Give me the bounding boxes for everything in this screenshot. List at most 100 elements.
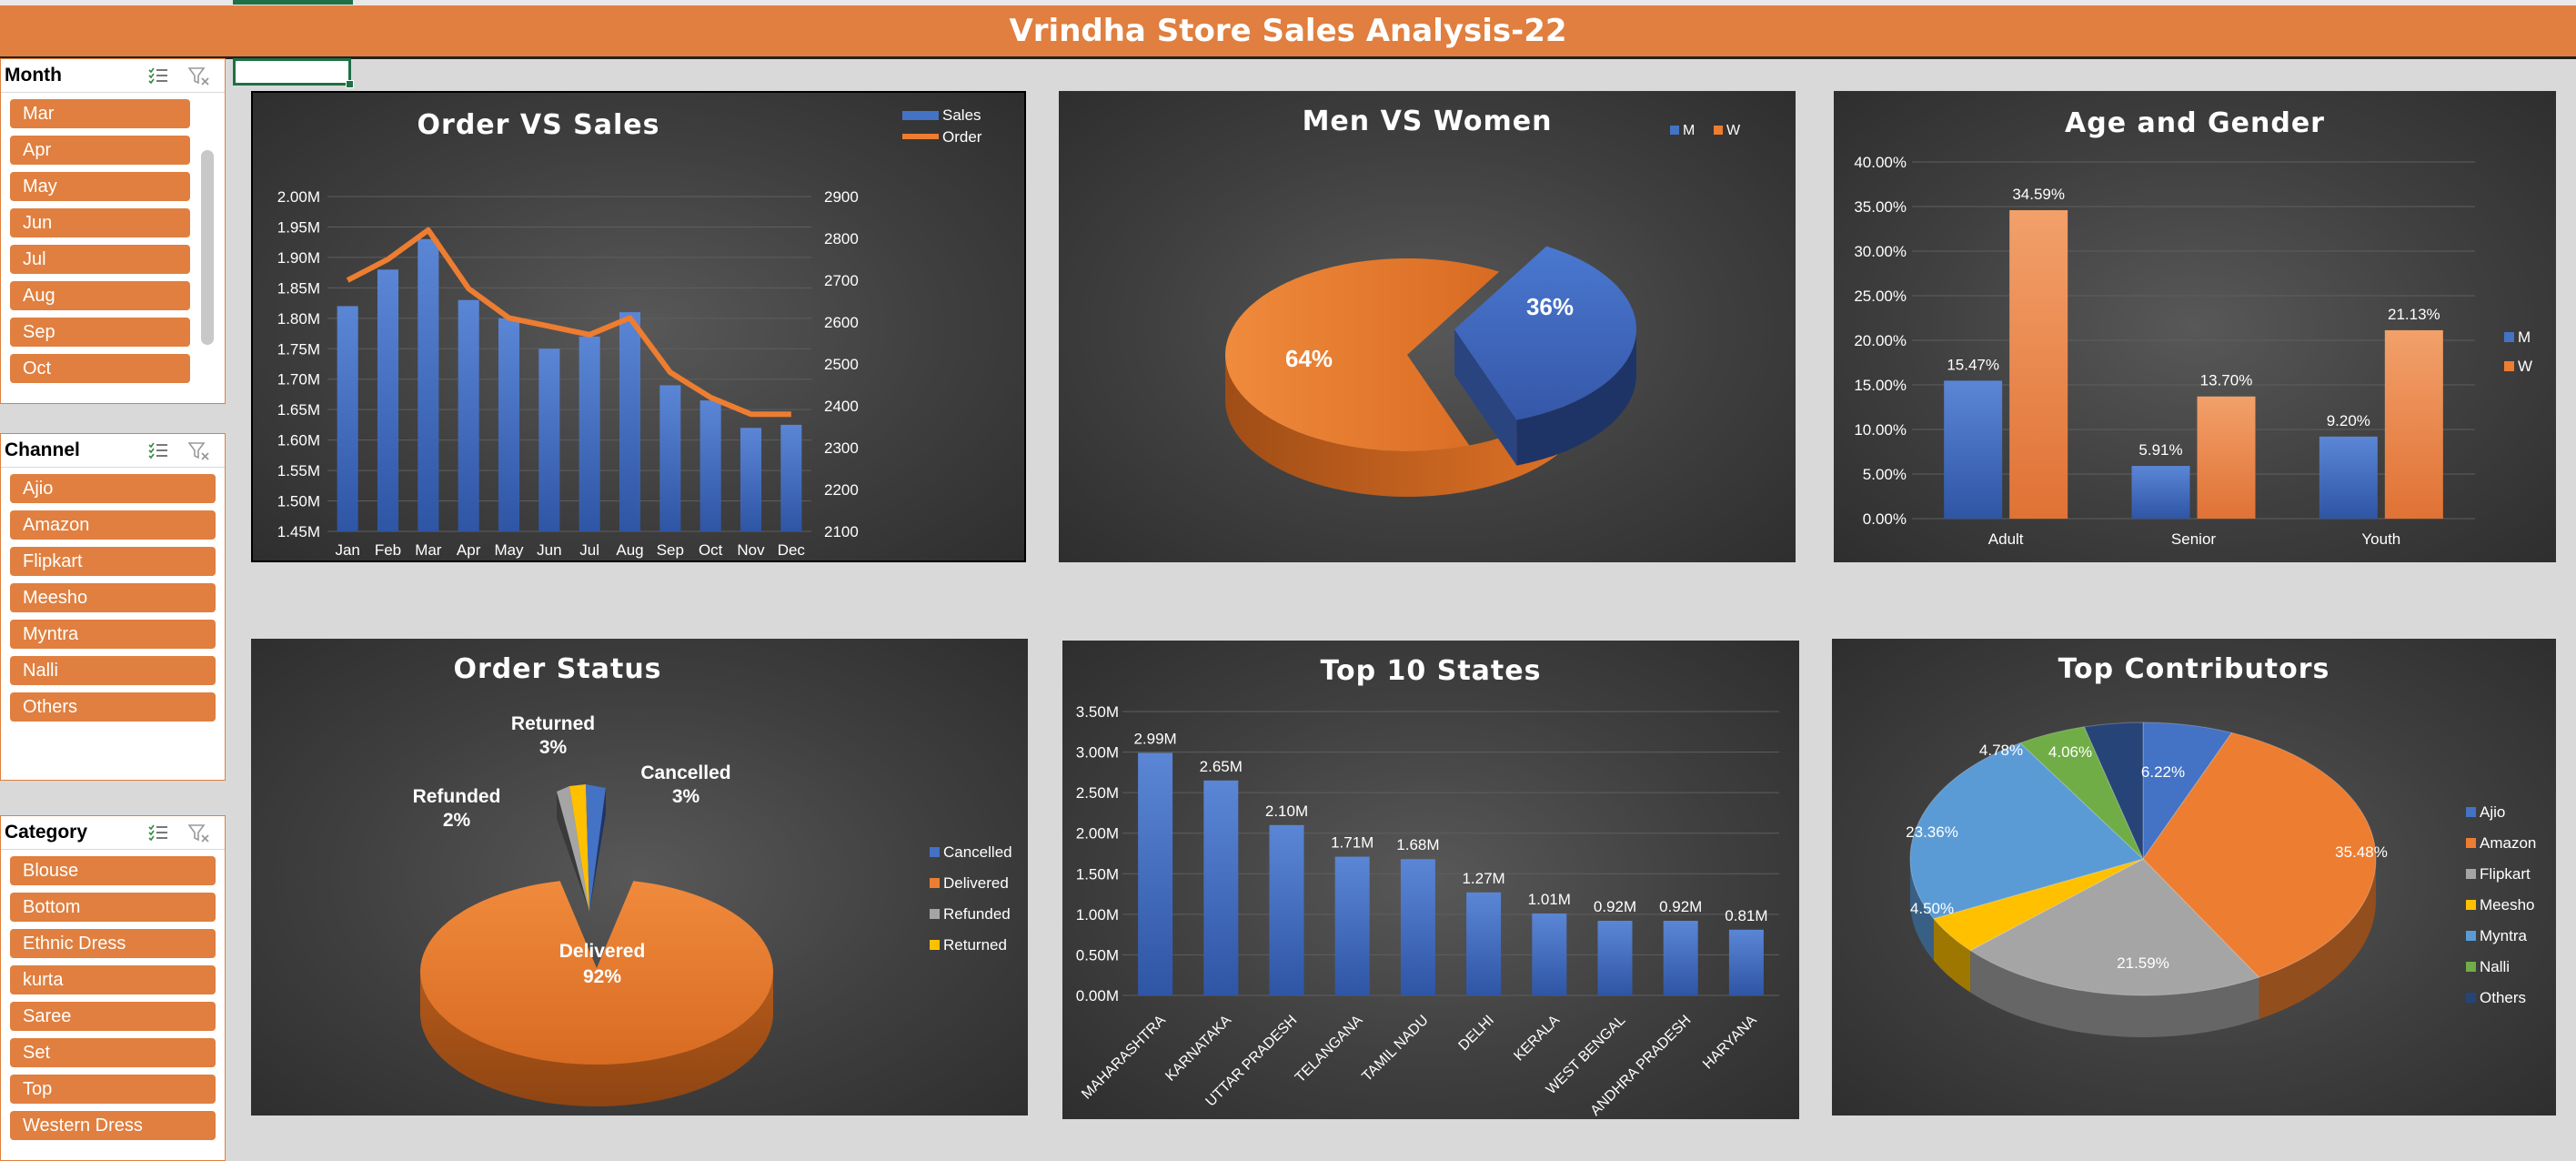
slicer-item-meesho[interactable]: Meesho	[10, 583, 216, 612]
age-and-gender-chart[interactable]: Age and Gender 0.00% 5.00% 10.00% 15.00% 20.…	[1834, 91, 2556, 562]
multi-select-icon[interactable]	[148, 66, 168, 85]
chart-title: Order VS Sales	[417, 109, 660, 141]
contributor-slice[interactable]	[1909, 742, 2144, 920]
slicer-item-ajio[interactable]: Ajio	[10, 474, 216, 503]
slicer-item-apr[interactable]: Apr	[10, 136, 190, 165]
slicer-item-ethnic-dress[interactable]: Ethnic Dress	[10, 929, 216, 958]
returned-slice[interactable]	[569, 784, 589, 912]
slicer-item-flipkart[interactable]: Flipkart	[10, 547, 216, 576]
order-status-chart[interactable]: Order Status Returned 3% Cancelled 3% Refund…	[251, 639, 1028, 1116]
women-slice-side	[1225, 355, 1565, 497]
contributor-slice[interactable]	[2083, 722, 2144, 860]
contributor-slice[interactable]	[2142, 722, 2233, 861]
state-tick-label: DELHI	[1456, 1013, 1497, 1054]
sales-bar[interactable]	[458, 299, 479, 531]
order-vs-sales-chart[interactable]: Order VS Sales 1.45M 1.50M 1.55M 1.60M 1.65M…	[251, 91, 1026, 562]
state-bar[interactable]	[1466, 892, 1502, 995]
legend-w-label: W	[2518, 358, 2532, 375]
sales-bar[interactable]	[377, 269, 399, 531]
slicer-item-aug[interactable]: Aug	[10, 281, 190, 310]
slicer-item-western-dress[interactable]: Western Dress	[10, 1111, 216, 1140]
clear-filter-icon[interactable]	[188, 441, 210, 461]
sales-bar[interactable]	[498, 318, 520, 531]
state-bar[interactable]	[1728, 929, 1764, 995]
y-tick-label: 0.00%	[1863, 510, 1907, 528]
cancelled-slice[interactable]	[586, 784, 606, 912]
contributor-slice[interactable]	[1932, 858, 2144, 952]
slicer-item-bottom[interactable]: Bottom	[10, 893, 216, 922]
sales-bar[interactable]	[337, 306, 358, 531]
contributor-slice[interactable]	[2019, 726, 2144, 860]
sales-bar[interactable]	[579, 336, 600, 531]
state-bar[interactable]	[1334, 856, 1370, 995]
female-bar[interactable]	[2009, 210, 2068, 519]
slicer-item-top[interactable]: Top	[10, 1075, 216, 1104]
multi-select-icon[interactable]	[148, 441, 168, 459]
slicer-item-jul[interactable]: Jul	[10, 245, 190, 274]
month-tick-label: Apr	[457, 541, 481, 559]
delivered-label: Delivered	[559, 941, 646, 962]
slicer-item-others[interactable]: Others	[10, 692, 216, 722]
female-bar[interactable]	[2197, 396, 2256, 519]
contributor-slice[interactable]	[1969, 858, 2260, 996]
delivered-slice[interactable]	[420, 881, 773, 1065]
returned-percent: 3%	[539, 737, 568, 758]
slicer-item-saree[interactable]: Saree	[10, 1002, 216, 1031]
slicer-item-amazon[interactable]: Amazon	[10, 510, 216, 540]
legend-label: Delivered	[943, 874, 1009, 892]
state-bar[interactable]	[1203, 780, 1239, 995]
contributor-slice[interactable]	[2142, 732, 2377, 978]
sales-bar[interactable]	[699, 400, 721, 531]
sales-bar[interactable]	[780, 424, 802, 531]
state-bar[interactable]	[1400, 859, 1435, 995]
legend-label: Meesho	[2480, 896, 2534, 914]
slice-side	[1933, 918, 1971, 993]
slicer-item-jun[interactable]: Jun	[10, 208, 190, 237]
order-line[interactable]	[346, 227, 791, 418]
right-tick-label: 2100	[824, 523, 859, 540]
men-vs-women-chart[interactable]: Men VS Women 36% 64% M W	[1059, 91, 1796, 562]
female-bar[interactable]	[2384, 329, 2443, 519]
slice-value-label: 4.50%	[1910, 900, 1954, 917]
top-contributors-chart[interactable]: Top Contributors 6.22% 35.48% 21.59% 4.50% 2…	[1832, 639, 2556, 1116]
state-bar[interactable]	[1597, 920, 1633, 995]
state-bar[interactable]	[1663, 920, 1698, 995]
slicer-item-blouse[interactable]: Blouse	[10, 856, 216, 885]
male-bar[interactable]	[1944, 380, 2003, 519]
bar-value-label: 2.10M	[1265, 803, 1308, 820]
slicer-item-nalli[interactable]: Nalli	[10, 656, 216, 685]
sales-bar[interactable]	[740, 428, 762, 531]
state-bar[interactable]	[1532, 913, 1567, 995]
slicer-item-mar[interactable]: Mar	[10, 99, 190, 128]
slicer-item-set[interactable]: Set	[10, 1038, 216, 1067]
refunded-slice[interactable]	[557, 786, 589, 912]
men-slice[interactable]	[1454, 246, 1636, 420]
slicer-item-sep[interactable]: Sep	[10, 318, 190, 347]
sales-bar[interactable]	[659, 385, 681, 531]
state-bar[interactable]	[1269, 824, 1304, 995]
clear-filter-icon[interactable]	[188, 823, 210, 843]
women-slice[interactable]	[1225, 258, 1500, 452]
y-tick-label: 5.00%	[1863, 466, 1907, 483]
legend-m-label: M	[1683, 123, 1695, 138]
chart-svg: 0.00% 5.00% 10.00% 15.00% 20.00% 25.00% 30.00%…	[1854, 154, 2532, 548]
male-bar[interactable]	[2319, 436, 2378, 519]
sales-bar[interactable]	[538, 348, 560, 531]
slicer-scrollbar[interactable]	[201, 150, 214, 345]
slicer-item-myntra[interactable]: Myntra	[10, 620, 216, 649]
active-cell[interactable]	[233, 58, 354, 88]
sales-bar[interactable]	[418, 238, 439, 531]
male-bar[interactable]	[2131, 466, 2190, 519]
clear-filter-icon[interactable]	[188, 66, 210, 86]
legend-w-swatch	[2504, 361, 2514, 371]
state-tick-label: KARNATAKA	[1162, 1013, 1234, 1085]
state-bar[interactable]	[1138, 752, 1173, 995]
multi-select-icon[interactable]	[148, 823, 168, 842]
sales-bar[interactable]	[619, 312, 641, 531]
slicer-item-may[interactable]: May	[10, 172, 190, 201]
bar-value-label: 1.68M	[1396, 836, 1439, 853]
top-10-states-chart[interactable]: Top 10 States 0.00M 0.50M 1.00M 1.50M 2.00M 2…	[1062, 641, 1799, 1119]
legend-order-label: Order	[942, 128, 982, 146]
slicer-item-kurta[interactable]: kurta	[10, 965, 216, 994]
slicer-item-oct[interactable]: Oct	[10, 354, 190, 383]
